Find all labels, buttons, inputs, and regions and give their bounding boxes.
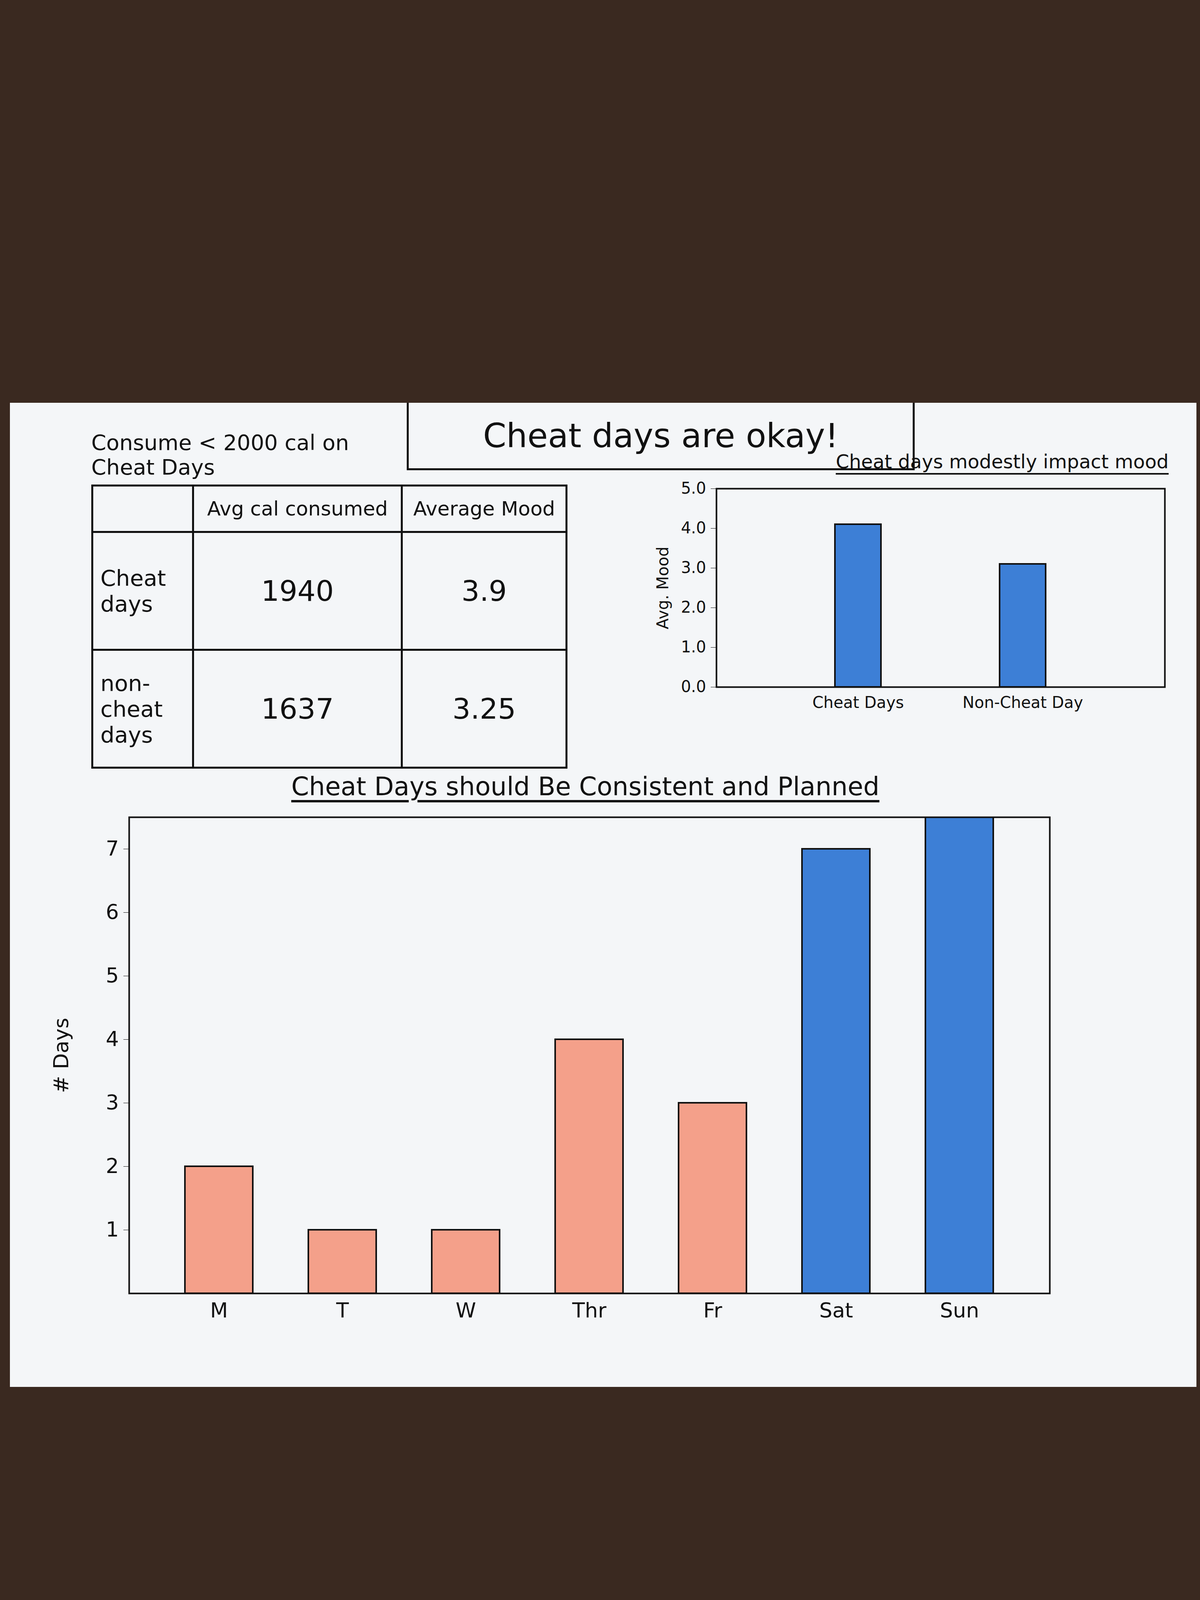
html-text:1940: 1940 bbox=[261, 574, 334, 608]
svg-text:1: 1 bbox=[105, 1217, 119, 1242]
svg-text:Thr: Thr bbox=[571, 1298, 607, 1323]
svg-text:0.0: 0.0 bbox=[680, 677, 707, 696]
svg-text:T: T bbox=[335, 1298, 349, 1323]
svg-text:4.0: 4.0 bbox=[680, 518, 707, 537]
svg-text:# Days: # Days bbox=[49, 1017, 74, 1094]
html-text:3.25: 3.25 bbox=[452, 692, 516, 726]
svg-text:W: W bbox=[455, 1298, 476, 1323]
svg-text:Sun: Sun bbox=[940, 1298, 980, 1323]
svg-text:3.0: 3.0 bbox=[680, 558, 707, 577]
svg-text:Fr: Fr bbox=[703, 1298, 723, 1323]
html-text:Average Mood: Average Mood bbox=[413, 497, 556, 521]
svg-text:Avg. Mood: Avg. Mood bbox=[653, 546, 672, 629]
html-text:Cheat days modestly impact moo: Cheat days modestly impact mood bbox=[835, 450, 1169, 473]
svg-text:6: 6 bbox=[105, 900, 119, 924]
html-text:Cheat days are okay!: Cheat days are okay! bbox=[483, 416, 839, 455]
svg-text:3: 3 bbox=[105, 1090, 119, 1115]
svg-text:7: 7 bbox=[105, 836, 119, 861]
svg-text:4: 4 bbox=[105, 1026, 119, 1051]
html-text:Cheat days: Cheat days bbox=[100, 565, 166, 617]
html-text:Avg cal consumed: Avg cal consumed bbox=[207, 497, 388, 521]
svg-text:1.0: 1.0 bbox=[680, 637, 707, 656]
html-text:3.9: 3.9 bbox=[461, 574, 507, 608]
svg-text:2.0: 2.0 bbox=[680, 598, 707, 617]
svg-text:5: 5 bbox=[105, 963, 119, 988]
svg-text:Non-Cheat Day: Non-Cheat Day bbox=[962, 693, 1084, 712]
svg-text:Cheat Days: Cheat Days bbox=[812, 693, 904, 712]
svg-text:Sat: Sat bbox=[819, 1298, 853, 1323]
svg-text:2: 2 bbox=[105, 1153, 119, 1178]
html-text:Cheat Days should Be Consisten: Cheat Days should Be Consistent and Plan… bbox=[291, 771, 880, 802]
html-text:1637: 1637 bbox=[261, 692, 334, 726]
html-text:non-cheat days: non-cheat days bbox=[100, 670, 163, 748]
html-text:Consume < 2000 cal on Cheat Da: Consume < 2000 cal on Cheat Days bbox=[91, 430, 350, 480]
svg-text:M: M bbox=[210, 1298, 229, 1323]
svg-text:5.0: 5.0 bbox=[680, 478, 707, 498]
